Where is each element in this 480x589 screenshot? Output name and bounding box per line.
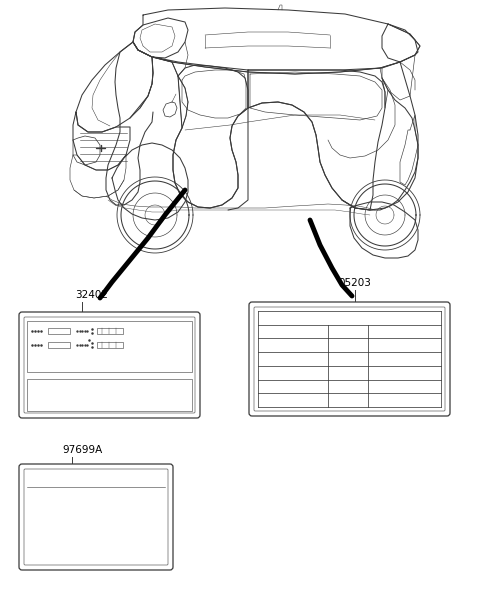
FancyBboxPatch shape xyxy=(24,317,195,413)
FancyBboxPatch shape xyxy=(254,307,445,411)
Bar xyxy=(97,342,123,348)
Bar xyxy=(97,328,123,334)
FancyBboxPatch shape xyxy=(19,464,173,570)
Bar xyxy=(48,328,70,334)
Bar xyxy=(27,321,192,372)
FancyBboxPatch shape xyxy=(24,469,168,565)
Text: 05203: 05203 xyxy=(338,278,372,288)
Bar xyxy=(48,342,70,348)
Bar xyxy=(27,379,192,411)
FancyBboxPatch shape xyxy=(19,312,200,418)
Text: 97699A: 97699A xyxy=(62,445,102,455)
Text: 32402: 32402 xyxy=(75,290,108,300)
FancyBboxPatch shape xyxy=(249,302,450,416)
